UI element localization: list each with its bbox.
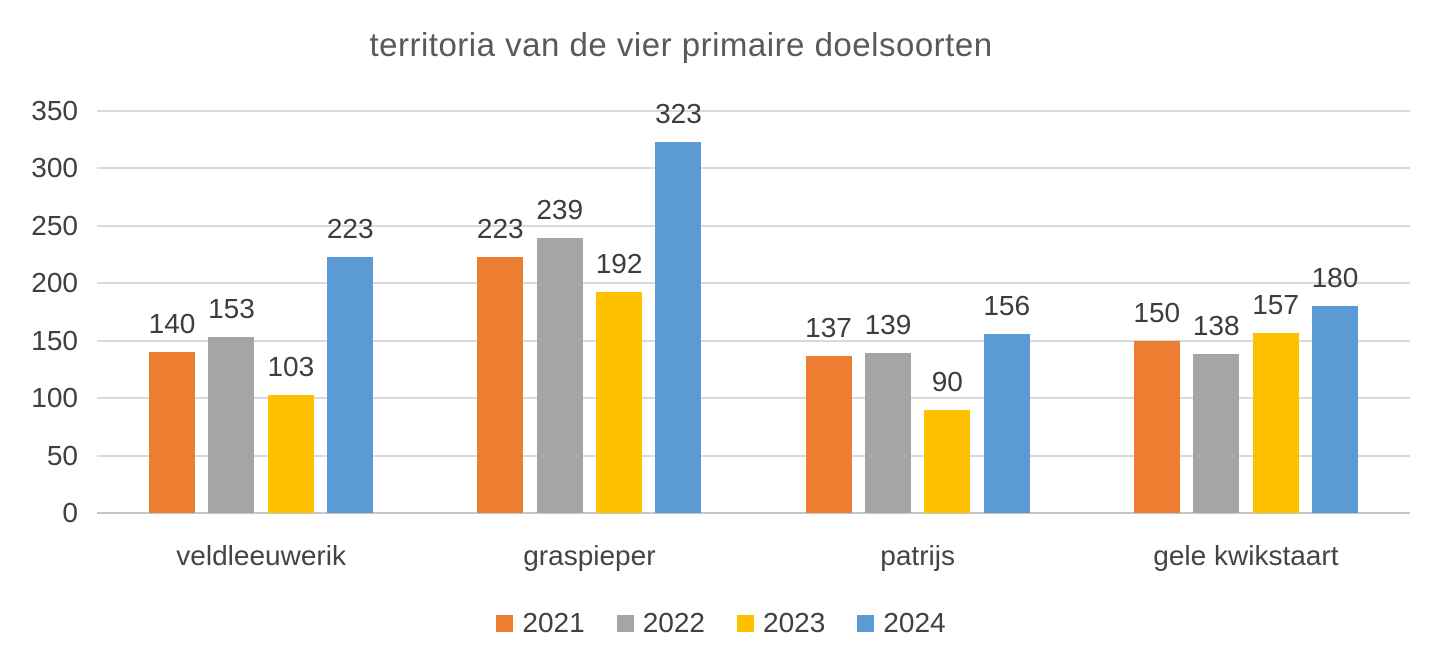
legend-label: 2024	[883, 607, 946, 638]
bar-value-label: 239	[536, 194, 584, 226]
x-axis-line	[97, 512, 1410, 514]
legend-label: 2022	[642, 607, 705, 638]
bar-2023-veldleeuwerik	[267, 394, 314, 513]
legend-swatch-icon	[857, 614, 875, 632]
chart-title: territoria van de vier primaire doelsoor…	[369, 26, 993, 63]
bar-value-label: 192	[595, 248, 643, 280]
bar-value-label: 156	[983, 289, 1031, 321]
bar-value-label: 223	[476, 212, 524, 244]
bar-value-label: 140	[148, 308, 196, 340]
gridline	[97, 454, 1410, 457]
bar-2024-veldleeuwerik	[327, 256, 374, 513]
bar-2023-patrijs	[924, 409, 971, 513]
y-axis-tick-label: 50	[46, 439, 78, 471]
bar-2024-gele kwikstaart	[1311, 306, 1358, 513]
bar-2022-gele kwikstaart	[1193, 354, 1240, 513]
bar-value-label: 90	[931, 365, 963, 397]
bar-2024-graspieper	[655, 142, 702, 513]
legend-item-2023: 2023	[737, 609, 825, 637]
legend: 2021 2022 2023 2024	[0, 609, 1442, 637]
y-axis-tick-label: 300	[31, 152, 78, 184]
x-axis-category-label: gele kwikstaart	[1153, 540, 1339, 571]
gridline	[97, 282, 1410, 285]
bar-2022-patrijs	[864, 353, 911, 513]
bar-2024-patrijs	[983, 333, 1030, 513]
y-axis-tick-label: 100	[31, 382, 78, 414]
bar-value-label: 153	[208, 293, 255, 325]
bar-value-label: 138	[1192, 310, 1240, 342]
gridline	[97, 110, 1410, 112]
bar-value-label: 157	[1252, 288, 1299, 320]
x-axis-category-label: patrijs	[880, 540, 955, 571]
y-axis-tick-label: 350	[31, 95, 78, 126]
bar-2023-gele kwikstaart	[1252, 332, 1299, 513]
bar-2022-veldleeuwerik	[208, 337, 255, 513]
legend-swatch-icon	[496, 614, 514, 632]
gridline	[97, 167, 1410, 170]
bar-value-label: 137	[805, 311, 852, 343]
gridline	[97, 339, 1410, 342]
bar-2023-graspieper	[596, 292, 643, 513]
bar-value-label: 150	[1133, 296, 1181, 328]
bar-value-label: 323	[655, 98, 702, 129]
y-axis-tick-label: 0	[62, 497, 78, 528]
legend-item-2022: 2022	[616, 607, 705, 638]
gridline	[97, 397, 1410, 400]
bar-value-label: 223	[326, 212, 374, 244]
bar-value-label: 139	[864, 309, 912, 341]
bar-value-label: 103	[267, 350, 315, 382]
x-axis-category-label: veldleeuwerik	[176, 540, 346, 571]
x-axis-category-label: graspieper	[523, 540, 656, 571]
y-axis-tick-label: 150	[31, 324, 78, 356]
legend-swatch-icon	[616, 614, 634, 632]
legend-label: 2021	[522, 607, 585, 638]
legend-item-2021: 2021	[496, 607, 585, 638]
legend-label: 2023	[763, 607, 826, 638]
bar-2021-patrijs	[805, 355, 852, 513]
bar-2021-veldleeuwerik	[149, 352, 196, 513]
gridline	[97, 224, 1410, 227]
bar-2021-gele kwikstaart	[1133, 340, 1180, 513]
y-axis-tick-label: 250	[31, 209, 78, 241]
bar-value-label: 180	[1311, 262, 1359, 294]
bar-2021-graspieper	[477, 256, 524, 513]
legend-swatch-icon	[737, 614, 754, 632]
legend-item-2024: 2024	[857, 607, 946, 638]
bar-2022-graspieper	[536, 238, 583, 513]
y-axis-tick-label: 200	[31, 267, 78, 299]
